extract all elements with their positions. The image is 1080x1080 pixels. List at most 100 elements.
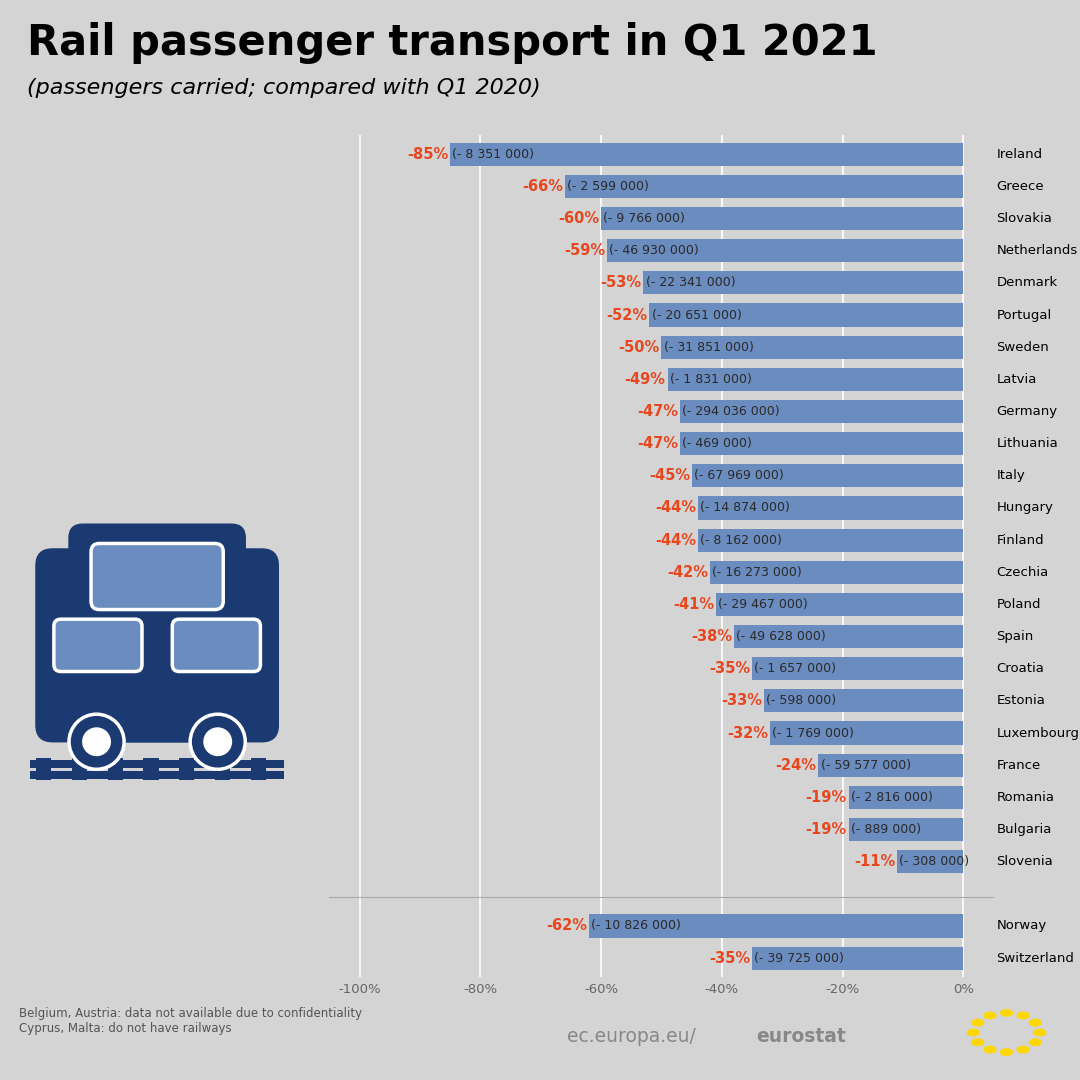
Circle shape xyxy=(1016,1012,1030,1020)
Text: (- 49 628 000): (- 49 628 000) xyxy=(732,630,826,643)
FancyBboxPatch shape xyxy=(69,703,245,742)
Text: -11%: -11% xyxy=(854,854,895,869)
Bar xyxy=(752,657,963,680)
Text: (- 469 000): (- 469 000) xyxy=(678,437,752,450)
Bar xyxy=(698,528,963,552)
Bar xyxy=(661,336,963,359)
Text: (- 889 000): (- 889 000) xyxy=(847,823,921,836)
Text: (- 59 577 000): (- 59 577 000) xyxy=(816,758,910,772)
Text: (- 294 036 000): (- 294 036 000) xyxy=(678,405,780,418)
Text: Germany: Germany xyxy=(997,405,1057,418)
Bar xyxy=(698,497,963,519)
Circle shape xyxy=(1034,1028,1047,1037)
Text: -41%: -41% xyxy=(673,597,714,612)
Text: -52%: -52% xyxy=(607,308,648,323)
Bar xyxy=(607,239,963,262)
Bar xyxy=(30,760,284,768)
Text: -19%: -19% xyxy=(806,789,847,805)
Text: (- 20 651 000): (- 20 651 000) xyxy=(648,309,742,322)
Text: -60%: -60% xyxy=(558,211,599,226)
Bar xyxy=(602,207,963,230)
Text: -19%: -19% xyxy=(806,822,847,837)
Text: -38%: -38% xyxy=(691,629,732,644)
FancyBboxPatch shape xyxy=(36,549,279,742)
Text: (- 22 341 000): (- 22 341 000) xyxy=(642,276,735,289)
Text: (- 1 657 000): (- 1 657 000) xyxy=(751,662,836,675)
Text: Slovenia: Slovenia xyxy=(997,855,1053,868)
Bar xyxy=(36,758,51,780)
Text: Lithuania: Lithuania xyxy=(997,437,1058,450)
Circle shape xyxy=(1000,1049,1013,1056)
Text: Poland: Poland xyxy=(997,598,1041,611)
Text: -62%: -62% xyxy=(546,918,588,933)
Bar xyxy=(734,625,963,648)
Bar xyxy=(450,143,963,166)
Circle shape xyxy=(1029,1018,1042,1027)
Text: Czechia: Czechia xyxy=(997,566,1049,579)
Circle shape xyxy=(1016,1045,1030,1053)
Bar xyxy=(215,758,230,780)
Text: -49%: -49% xyxy=(624,372,665,387)
Text: Latvia: Latvia xyxy=(997,373,1037,386)
Circle shape xyxy=(203,727,233,757)
Text: Rail passenger transport in Q1 2021: Rail passenger transport in Q1 2021 xyxy=(27,22,878,64)
Text: (- 14 874 000): (- 14 874 000) xyxy=(696,501,789,514)
Text: Croatia: Croatia xyxy=(997,662,1044,675)
Text: -66%: -66% xyxy=(522,179,563,194)
Text: -24%: -24% xyxy=(775,758,816,772)
Text: -85%: -85% xyxy=(407,147,448,162)
Text: Romania: Romania xyxy=(997,791,1054,804)
Bar xyxy=(565,175,963,198)
Text: Luxembourg: Luxembourg xyxy=(997,727,1080,740)
Bar xyxy=(649,303,963,326)
Text: -42%: -42% xyxy=(667,565,708,580)
Bar xyxy=(251,758,266,780)
Text: Ireland: Ireland xyxy=(997,148,1043,161)
Circle shape xyxy=(69,714,124,769)
Circle shape xyxy=(983,1045,997,1053)
Bar xyxy=(30,771,284,779)
Text: (- 9 766 000): (- 9 766 000) xyxy=(599,212,685,225)
Bar xyxy=(819,754,963,777)
Text: -32%: -32% xyxy=(727,726,768,741)
Text: -50%: -50% xyxy=(619,340,660,354)
FancyBboxPatch shape xyxy=(69,524,245,629)
Bar xyxy=(770,721,963,744)
Text: -47%: -47% xyxy=(637,404,678,419)
Text: Greece: Greece xyxy=(997,180,1044,193)
Text: France: France xyxy=(997,758,1041,772)
Text: ec.europa.eu/: ec.europa.eu/ xyxy=(567,1027,696,1047)
Text: (- 46 930 000): (- 46 930 000) xyxy=(606,244,699,257)
Text: (- 29 467 000): (- 29 467 000) xyxy=(714,598,808,611)
Text: (- 308 000): (- 308 000) xyxy=(895,855,970,868)
Text: (- 39 725 000): (- 39 725 000) xyxy=(751,951,845,964)
Bar xyxy=(108,758,123,780)
Bar xyxy=(71,758,86,780)
Text: (- 10 826 000): (- 10 826 000) xyxy=(588,919,681,932)
Circle shape xyxy=(190,714,245,769)
Text: (- 2 816 000): (- 2 816 000) xyxy=(847,791,933,804)
Bar xyxy=(667,368,963,391)
Text: Italy: Italy xyxy=(997,470,1025,483)
Bar xyxy=(679,400,963,423)
Bar xyxy=(691,464,963,487)
Text: -44%: -44% xyxy=(654,532,696,548)
Text: Netherlands: Netherlands xyxy=(997,244,1078,257)
Bar xyxy=(589,915,963,937)
Bar xyxy=(765,689,963,713)
FancyBboxPatch shape xyxy=(91,543,224,609)
Text: (- 67 969 000): (- 67 969 000) xyxy=(690,470,784,483)
Circle shape xyxy=(983,1012,997,1020)
Text: -35%: -35% xyxy=(710,950,751,966)
Text: -45%: -45% xyxy=(649,469,690,484)
Text: (- 8 351 000): (- 8 351 000) xyxy=(448,148,535,161)
Text: Denmark: Denmark xyxy=(997,276,1057,289)
Circle shape xyxy=(971,1038,984,1047)
Text: Finland: Finland xyxy=(997,534,1044,546)
Text: Belgium, Austria: data not available due to confidentiality
Cyprus, Malta: do no: Belgium, Austria: data not available due… xyxy=(19,1007,363,1035)
Text: Slovakia: Slovakia xyxy=(997,212,1053,225)
Text: Norway: Norway xyxy=(997,919,1047,932)
Text: (- 16 273 000): (- 16 273 000) xyxy=(708,566,801,579)
Bar xyxy=(716,593,963,616)
Text: eurostat: eurostat xyxy=(756,1027,846,1047)
